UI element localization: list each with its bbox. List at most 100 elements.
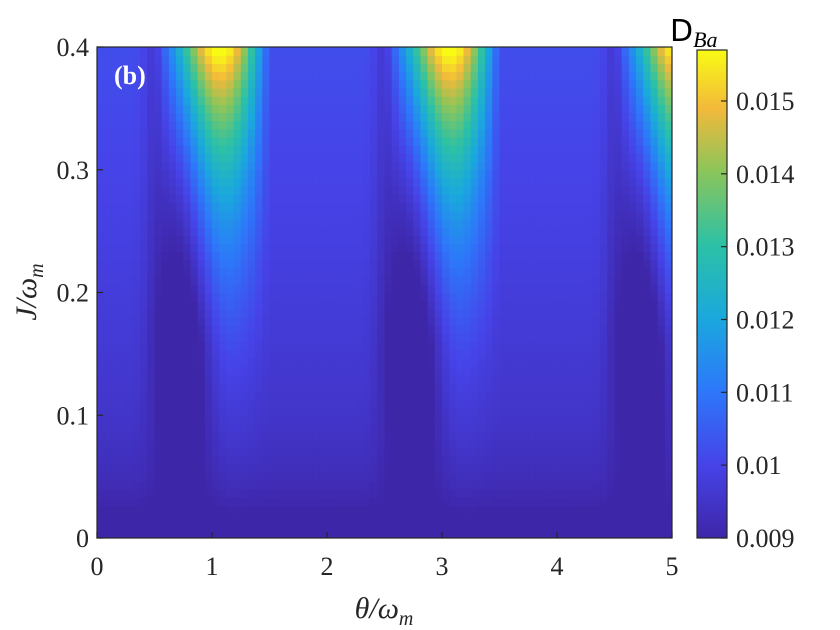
heatmap-cell: [621, 128, 630, 138]
heatmap-cell: [305, 243, 314, 253]
heatmap-cell: [212, 202, 220, 212]
heatmap-cell: [449, 63, 457, 73]
heatmap-cell: [600, 317, 608, 326]
heatmap-cell: [183, 96, 192, 105]
heatmap-cell: [521, 366, 529, 375]
heatmap-cell: [341, 529, 350, 538]
heatmap-cell: [319, 276, 328, 285]
heatmap-cell: [341, 300, 350, 310]
heatmap-cell: [298, 415, 307, 425]
heatmap-cell: [664, 267, 672, 277]
heatmap-cell: [197, 161, 206, 171]
heatmap-cell: [542, 79, 551, 89]
heatmap-cell: [176, 472, 184, 482]
heatmap-cell: [571, 128, 580, 138]
heatmap-cell: [463, 415, 472, 425]
heatmap-cell: [406, 308, 414, 318]
heatmap-cell: [470, 497, 479, 506]
heatmap-cell: [636, 529, 644, 538]
heatmap-cell: [485, 186, 493, 195]
heatmap-cell: [384, 177, 393, 187]
heatmap-cell: [125, 415, 134, 425]
heatmap-cell: [585, 366, 594, 375]
heatmap-cell: [132, 120, 141, 130]
heatmap-cell: [434, 415, 443, 425]
heatmap-cell: [319, 210, 328, 220]
x-tick-label: 4: [551, 552, 564, 581]
heatmap-cell: [585, 472, 594, 482]
heatmap-cell: [298, 317, 307, 326]
heatmap-cell: [521, 218, 529, 228]
heatmap-cell: [226, 186, 235, 195]
heatmap-cell: [463, 71, 472, 81]
heatmap-cell: [528, 308, 537, 318]
heatmap-cell: [183, 513, 192, 523]
heatmap-cell: [506, 276, 515, 285]
heatmap-cell: [226, 374, 235, 384]
heatmap-cell: [362, 284, 371, 294]
heatmap-cell: [391, 87, 400, 97]
heatmap-cell: [118, 284, 127, 294]
heatmap-cell: [628, 497, 637, 506]
heatmap-cell: [578, 47, 587, 56]
heatmap-cell: [571, 112, 580, 122]
heatmap-cell: [355, 63, 364, 73]
heatmap-cell: [334, 276, 342, 285]
heatmap-cell: [104, 153, 112, 163]
heatmap-cell: [183, 210, 192, 220]
heatmap-cell: [183, 529, 192, 538]
heatmap-cell: [247, 47, 256, 56]
heatmap-cell: [312, 87, 321, 97]
heatmap-cell: [140, 112, 148, 122]
heatmap-cell: [499, 161, 508, 171]
heatmap-cell: [643, 161, 652, 171]
heatmap-cell: [628, 431, 637, 441]
heatmap-cell: [434, 276, 443, 285]
heatmap-cell: [528, 521, 537, 531]
heatmap-cell: [247, 300, 256, 310]
heatmap-cell: [240, 398, 249, 408]
heatmap-cell: [197, 513, 206, 523]
heatmap-cell: [477, 79, 486, 89]
heatmap-cell: [585, 333, 594, 343]
heatmap-cell: [305, 308, 314, 318]
heatmap-cell: [485, 128, 493, 138]
heatmap-cell: [355, 382, 364, 392]
heatmap-cell: [607, 521, 616, 531]
heatmap-cell: [557, 169, 565, 179]
heatmap-cell: [384, 186, 393, 195]
heatmap-cell: [650, 308, 659, 318]
heatmap-cell: [168, 439, 177, 449]
heatmap-cell: [140, 472, 148, 482]
heatmap-cell: [650, 439, 659, 449]
heatmap-cell: [506, 259, 515, 269]
heatmap-cell: [564, 153, 572, 163]
heatmap-cell: [125, 292, 134, 302]
heatmap-cell: [413, 374, 422, 384]
heatmap-cell: [643, 120, 652, 130]
heatmap-cell: [398, 186, 407, 195]
heatmap-cell: [607, 276, 616, 285]
heatmap-cell: [607, 366, 616, 375]
heatmap-cell: [513, 398, 522, 408]
heatmap-cell: [521, 497, 529, 506]
heatmap-cell: [499, 382, 508, 392]
heatmap-cell: [477, 497, 486, 506]
heatmap-cell: [578, 218, 587, 228]
heatmap-cell: [176, 79, 184, 89]
heatmap-cell: [643, 292, 652, 302]
heatmap-cell: [161, 382, 170, 392]
heatmap-cell: [262, 357, 271, 367]
heatmap-cell: [557, 431, 565, 441]
heatmap-cell: [298, 104, 307, 114]
heatmap-cell: [463, 202, 472, 212]
heatmap-cell: [513, 218, 522, 228]
colorbar-title-sub: Ba: [693, 27, 717, 52]
heatmap-cell: [233, 382, 242, 392]
heatmap-cell: [291, 71, 299, 81]
heatmap-cell: [456, 464, 465, 474]
heatmap-cell: [521, 169, 529, 179]
heatmap-cell: [542, 120, 551, 130]
heatmap-cell: [262, 161, 271, 171]
